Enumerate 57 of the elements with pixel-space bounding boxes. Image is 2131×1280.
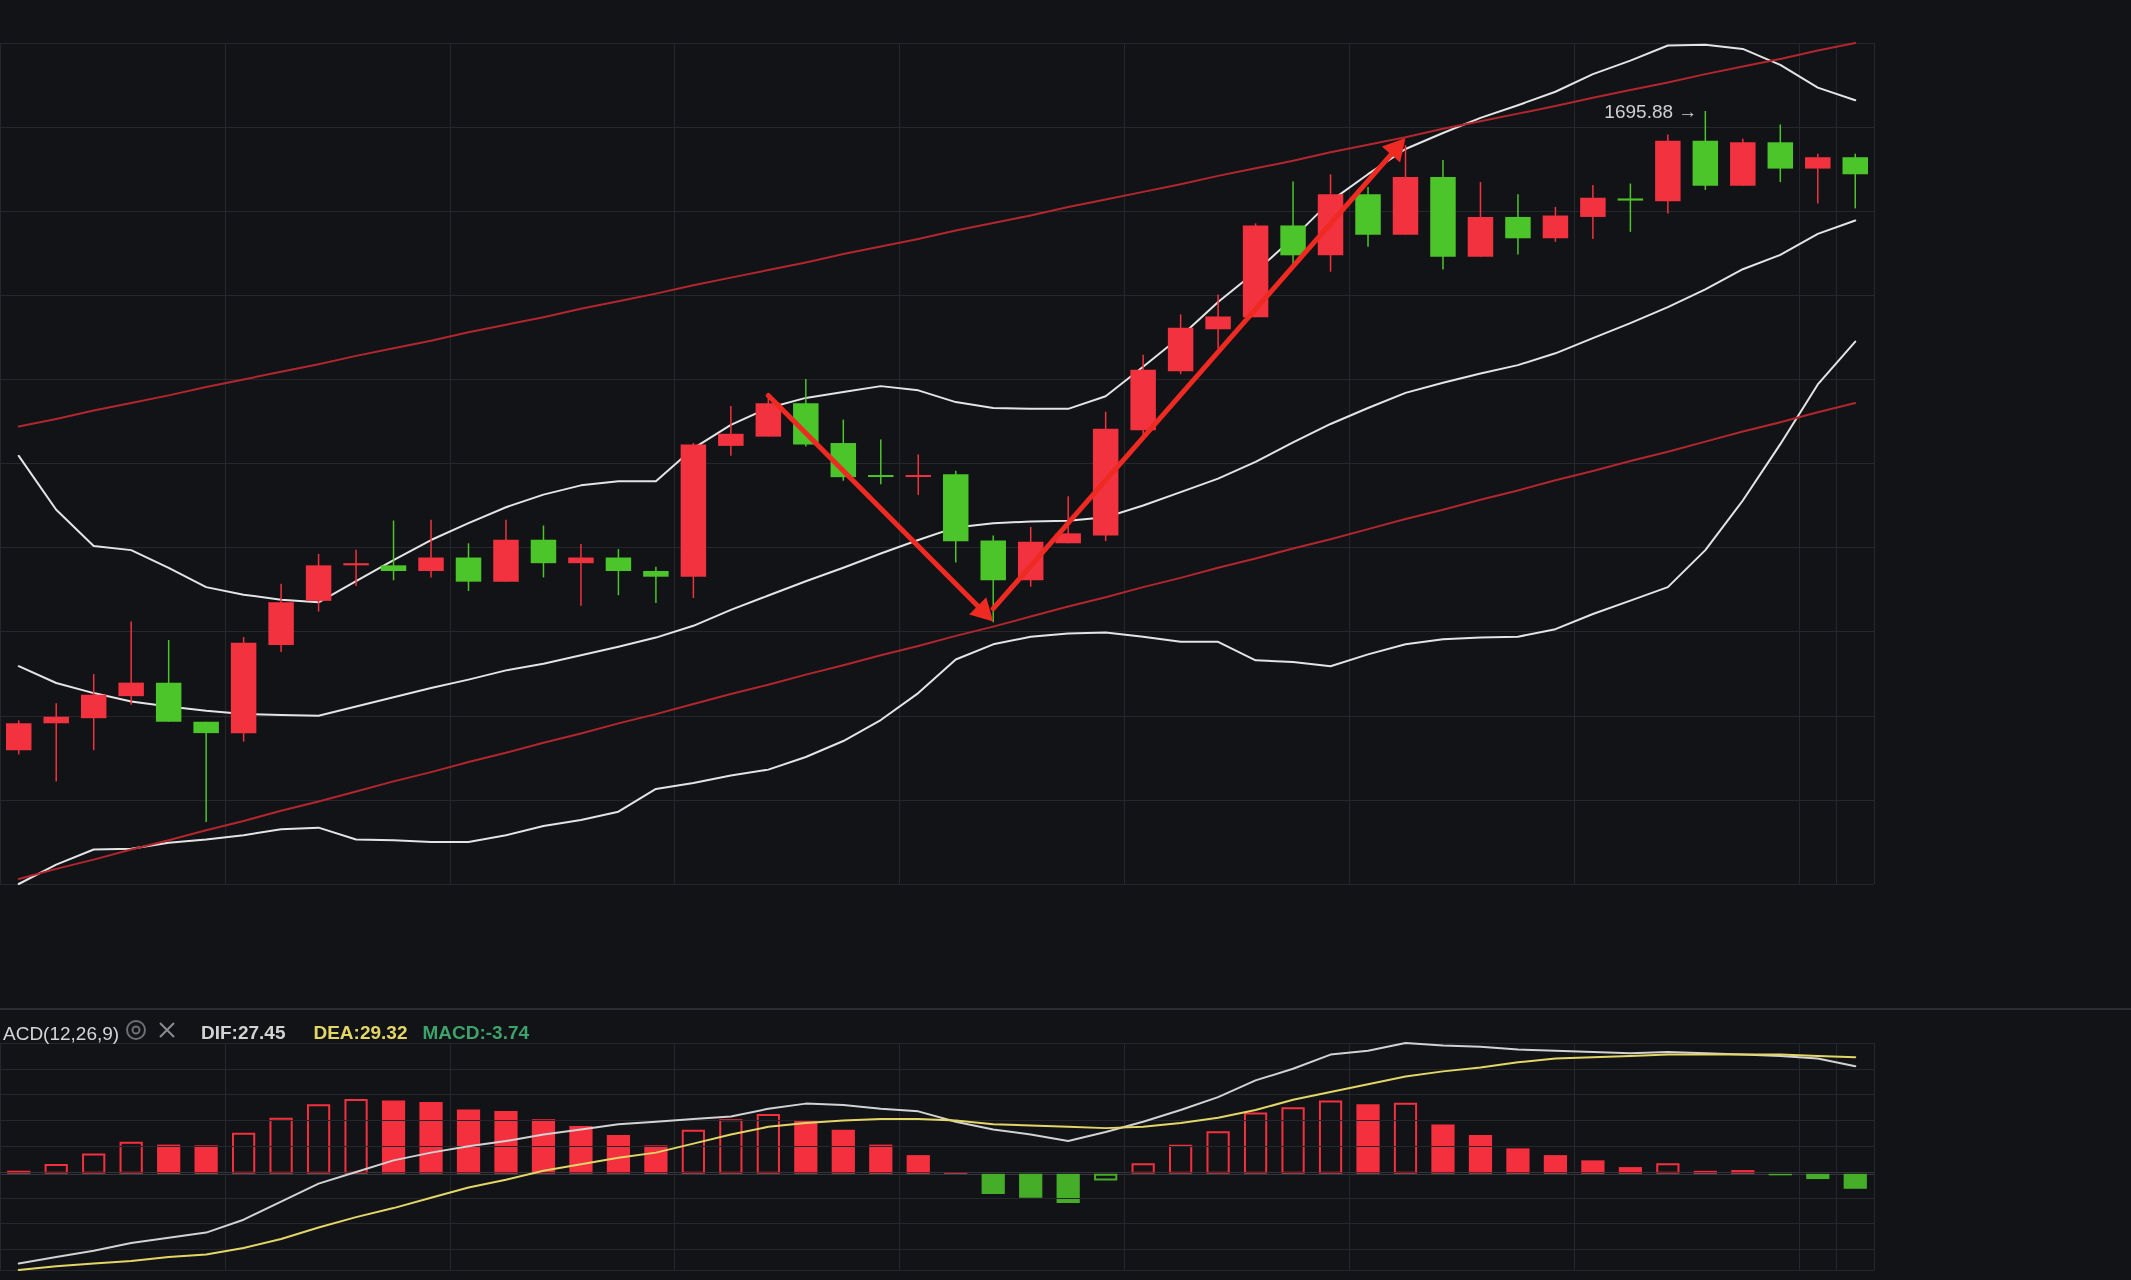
- bar: [494, 1110, 518, 1174]
- bar: [644, 1145, 668, 1174]
- bar: [756, 1113, 780, 1174]
- bar: [232, 1132, 256, 1174]
- bar: [456, 1109, 481, 1174]
- bar: [306, 1104, 331, 1174]
- candlestick: [118, 620, 144, 706]
- bar: [1731, 1170, 1755, 1174]
- bar: [1318, 1100, 1343, 1174]
- bar: [1206, 1131, 1230, 1174]
- bar: [1506, 1148, 1530, 1174]
- text: DIF:27.45: [201, 1022, 286, 1043]
- bar: [1468, 1134, 1493, 1174]
- bar: [569, 1125, 593, 1174]
- bar: [831, 1129, 855, 1174]
- candlestick: [1617, 182, 1644, 233]
- bar: [419, 1101, 443, 1174]
- bar: [44, 1164, 68, 1174]
- bar: [1281, 1107, 1305, 1174]
- bar: [381, 1100, 406, 1174]
- candlestick: [380, 519, 407, 582]
- bar: [869, 1144, 893, 1174]
- bar: [1019, 1173, 1043, 1198]
- bar: [157, 1144, 181, 1174]
- bar: [194, 1145, 218, 1174]
- bar: [119, 1141, 143, 1174]
- bar: [1543, 1155, 1568, 1174]
- chart-title: ACD(12,26,9): [3, 1023, 120, 1044]
- bar: [344, 1099, 368, 1174]
- bar: [1806, 1173, 1830, 1180]
- candlestick: [905, 453, 931, 496]
- annotation: 1695.88 →: [1604, 100, 1698, 122]
- candlestick: [643, 566, 669, 604]
- bar: [1056, 1173, 1080, 1203]
- bar: [1094, 1173, 1118, 1181]
- text: DEA:29.32: [313, 1022, 408, 1043]
- candlestick: [568, 543, 594, 607]
- candlestick: [868, 438, 894, 486]
- bar: [1243, 1112, 1268, 1174]
- bar: [906, 1155, 930, 1174]
- bar: [1581, 1160, 1605, 1174]
- bar: [1393, 1102, 1418, 1174]
- bar: [269, 1117, 293, 1174]
- bar: [1131, 1163, 1155, 1174]
- bar: [82, 1153, 106, 1174]
- bar: [1169, 1144, 1193, 1174]
- bar: [681, 1129, 705, 1174]
- candlestick: [43, 702, 69, 783]
- bar: [981, 1173, 1005, 1195]
- bar: [719, 1119, 743, 1174]
- bar: [1843, 1173, 1867, 1189]
- bar: [1356, 1104, 1380, 1174]
- bar: [794, 1120, 818, 1174]
- bar: [1431, 1124, 1455, 1174]
- text: MACD:-3.74: [422, 1022, 530, 1043]
- bar: [1656, 1163, 1680, 1174]
- candlestick: [343, 548, 369, 587]
